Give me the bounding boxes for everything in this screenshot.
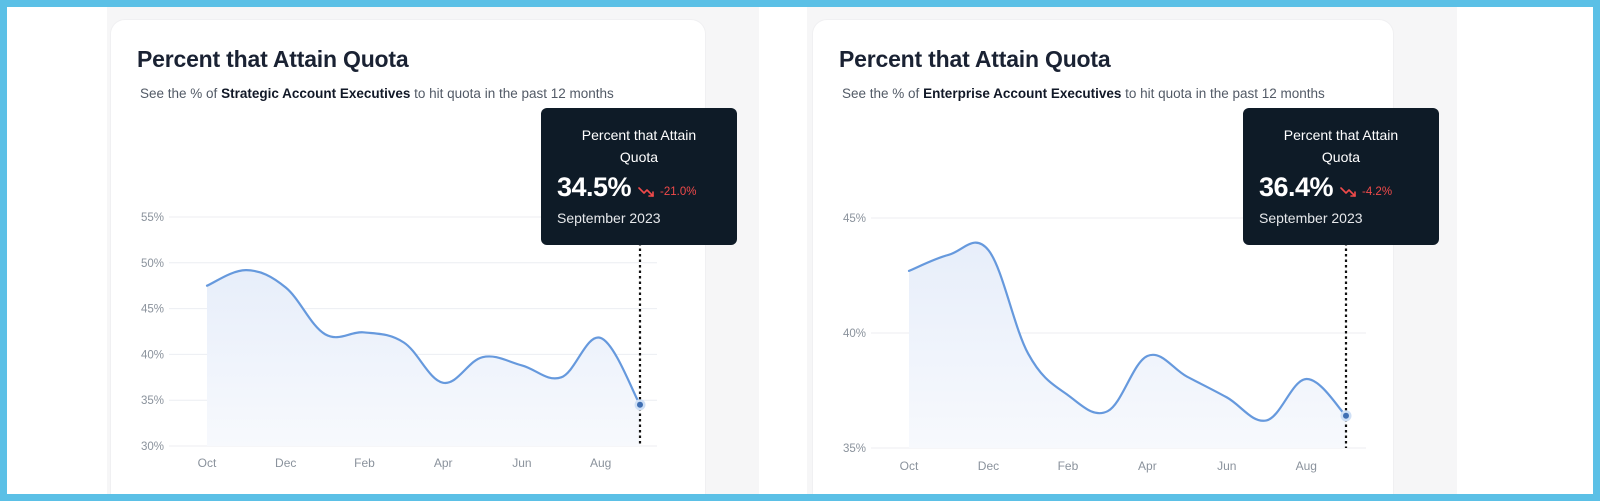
card-title: Percent that Attain Quota — [137, 46, 409, 72]
data-point-jan — [323, 332, 327, 336]
x-tick-label: Jun — [512, 456, 531, 470]
y-tick-label: 40% — [843, 328, 866, 340]
series-line — [205, 269, 642, 406]
data-point-feb — [1066, 393, 1070, 397]
highlight-point — [1343, 412, 1349, 419]
quota-card-strategic: Percent that Attain Quota See the % of S… — [111, 20, 737, 494]
tooltip-title-line1: Percent that Attain — [581, 127, 697, 143]
y-tick-label: 45% — [843, 213, 866, 225]
screenshot-frame: Percent that Attain Quota See the % of S… — [7, 7, 1593, 494]
x-tick-label: Oct — [198, 456, 217, 470]
subtitle-suffix: to hit quota in the past 12 months — [410, 86, 614, 101]
subtitle-prefix: See the % of — [842, 86, 924, 101]
tooltip-title: Percent that Attain Quota — [1243, 124, 1439, 168]
data-point-mar — [1106, 409, 1110, 413]
data-point-jun — [520, 363, 524, 367]
highlight-point — [637, 401, 643, 408]
data-point-jan — [1026, 352, 1030, 356]
data-point-may — [1185, 375, 1189, 379]
data-point-may — [481, 355, 485, 359]
x-tick-label: Jun — [1217, 459, 1236, 473]
tooltip-value: 36.4% — [1259, 172, 1334, 202]
y-tick-label: 55% — [141, 212, 164, 224]
x-tick-label: Feb — [354, 456, 375, 470]
series-line — [907, 241, 1348, 422]
data-point-oct — [205, 284, 209, 288]
data-point-dec — [284, 286, 288, 290]
data-point-aug — [599, 336, 603, 340]
subtitle-role: Strategic Account Executives — [221, 86, 411, 101]
data-point-apr — [1145, 354, 1149, 358]
y-tick-label: 50% — [141, 258, 164, 270]
quota-line-chart: 45% 40% 35% Oct Dec Feb Apr Jun Aug — [843, 213, 1366, 473]
x-tick-label: Apr — [434, 456, 453, 470]
data-point-apr — [441, 381, 445, 385]
x-tick-label: Aug — [590, 456, 611, 470]
tooltip-change-value: -21.0% — [660, 186, 697, 198]
x-tick-label: Feb — [1058, 459, 1079, 473]
x-tick-label: Apr — [1138, 459, 1157, 473]
series-area — [207, 270, 640, 446]
x-tick-label: Dec — [978, 459, 999, 473]
quota-line-chart: 55% 50% 45% 40% 35% 30% Oct Dec Feb Apr Jun Aug — [141, 212, 657, 470]
data-point-nov — [244, 268, 248, 272]
data-point-feb — [362, 330, 366, 334]
tooltip-title-line2: Quota — [619, 149, 659, 165]
y-tick-label: 45% — [141, 304, 164, 316]
card-subtitle: See the % of Strategic Account Executive… — [140, 86, 614, 101]
subtitle-suffix: to hit quota in the past 12 months — [1121, 86, 1325, 101]
subtitle-role: Enterprise Account Executives — [923, 86, 1122, 101]
subtitle-prefix: See the % of — [140, 86, 222, 101]
series-area — [909, 242, 1346, 448]
tooltip-change-value: -4.2% — [1362, 186, 1393, 198]
trend-down-icon — [638, 187, 654, 197]
data-point-oct — [907, 269, 911, 273]
data-point-jul — [1265, 418, 1269, 422]
y-tick-label: 35% — [141, 395, 164, 407]
tooltip-title-line1: Percent that Attain — [1283, 127, 1399, 143]
quota-card-enterprise: Percent that Attain Quota See the % of E… — [813, 20, 1439, 494]
y-tick-label: 40% — [141, 349, 164, 361]
data-point-jul — [559, 375, 563, 379]
data-point-jun — [1225, 395, 1229, 399]
y-tick-label: 30% — [141, 441, 164, 453]
data-point-mar — [402, 340, 406, 344]
trend-down-icon — [1340, 187, 1356, 197]
x-tick-label: Aug — [1296, 459, 1317, 473]
data-point-aug — [1304, 377, 1308, 381]
tooltip-date: September 2023 — [1259, 210, 1363, 226]
chart-tooltip: Percent that Attain Quota 36.4% -4.2% Se… — [1243, 108, 1439, 245]
tooltip-value: 34.5% — [557, 172, 632, 202]
card-subtitle: See the % of Enterprise Account Executiv… — [842, 86, 1325, 101]
tooltip-change: -21.0% — [638, 186, 696, 198]
data-point-nov — [947, 253, 951, 257]
x-tick-label: Oct — [900, 459, 919, 473]
data-point-dec — [986, 248, 990, 252]
chart-tooltip: Percent that Attain Quota 34.5% -21.0% S… — [541, 108, 737, 245]
tooltip-date: September 2023 — [557, 210, 661, 226]
card-title: Percent that Attain Quota — [839, 46, 1111, 72]
tooltip-change: -4.2% — [1340, 186, 1392, 198]
tooltip-title: Percent that Attain Quota — [541, 124, 737, 168]
tooltip-title-line2: Quota — [1321, 149, 1361, 165]
x-tick-label: Dec — [275, 456, 296, 470]
y-tick-label: 35% — [843, 443, 866, 455]
